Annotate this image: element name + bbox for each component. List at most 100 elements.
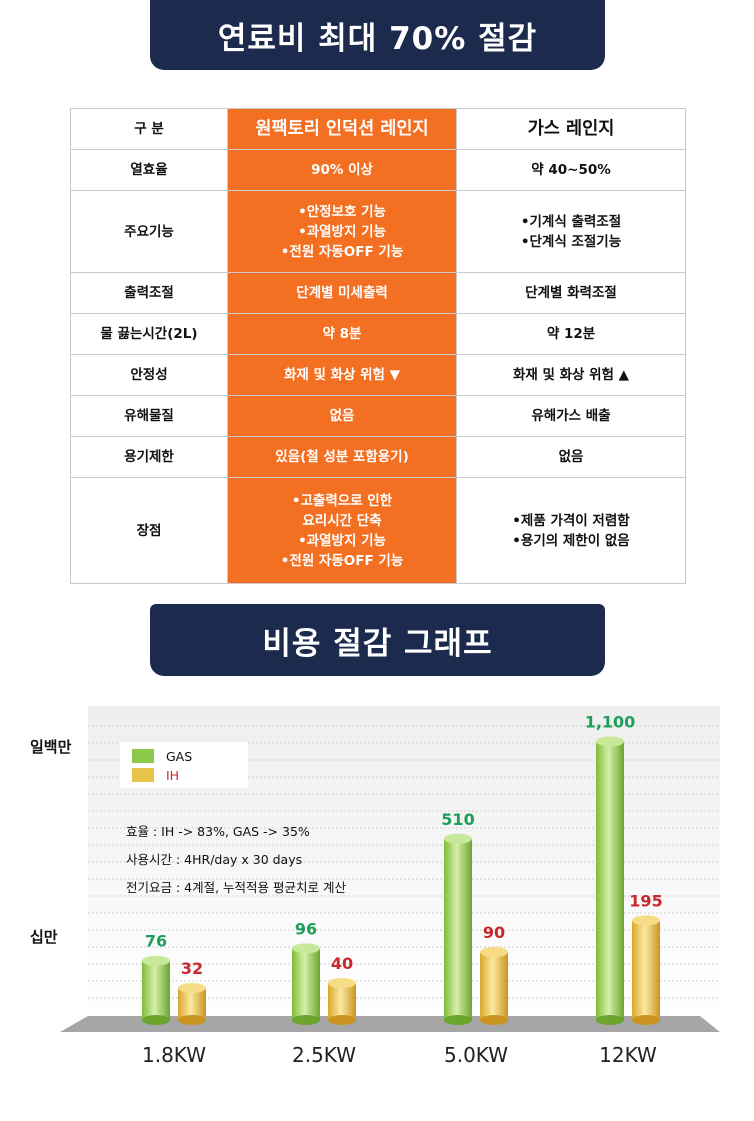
bar-base [480,1015,508,1025]
induction-cell: 화재 및 화상 위험 ▼ [227,354,457,396]
bar-body [444,838,472,1020]
cell-text: 단계별 화력조절 [525,285,617,301]
table-row: 출력조절 단계별 미세출력 단계별 화력조절 [70,272,686,314]
cell-text: 약 40~50% [531,162,611,178]
data-label: 32 [181,959,203,978]
header-category: 구 분 [70,108,228,150]
cell-text: 단계별 미세출력 [296,285,388,301]
cell-text: •고출력으로 인한 [291,492,393,509]
bar-base [596,1015,624,1025]
data-label: 90 [483,923,505,942]
induction-cell: 있음(철 성분 포함용기) [227,436,457,478]
cell-text: •과열방지 기능 [298,223,386,240]
bar-base [328,1015,356,1025]
table-header-row: 구 분 원팩토리 인덕션 레인지 가스 레인지 [70,108,686,150]
x-tick-label: 12KW [599,1043,657,1067]
graph-title: 비용 절감 그래프 [262,625,493,662]
row-label: 안정성 [70,354,228,396]
bar-body [142,960,170,1020]
comparison-table: 구 분 원팩토리 인덕션 레인지 가스 레인지 열효율 90% 이상 약 40~50% 주요… [70,108,686,584]
bar-base [142,1015,170,1025]
x-tick-label: 2.5KW [292,1043,356,1067]
bar-gas-12kw: 1,100 [585,712,635,1025]
row-label: 유해물질 [70,395,228,437]
row-label: 물 끓는시간(2L) [70,313,228,355]
bar-ih-12kw: 195 [629,891,663,1025]
bar-base [444,1015,472,1025]
table-row: 장점 •고출력으로 인한 요리시간 단축 •과열방지 기능 •전원 자동OFF 기능 •제… [70,477,686,584]
cell-text: •단계식 조절기능 [520,233,622,250]
cell-text: 없음 [329,408,355,424]
cell-text: •전원 자동OFF 기능 [280,552,404,569]
cell-text: 유해가스 배출 [531,408,611,424]
bar-cap [292,943,320,954]
chart-floor [60,1016,720,1032]
header-induction: 원팩토리 인덕션 레인지 [227,108,457,150]
induction-cell: •안정보호 기능 •과열방지 기능 •전원 자동OFF 기능 [227,190,457,273]
table-row: 안정성 화재 및 화상 위험 ▼ 화재 및 화상 위험 ▲ [70,354,686,396]
bar-body [292,948,320,1020]
cell-text: 90% 이상 [311,162,373,178]
gas-cell: 없음 [456,436,686,478]
cell-text: 약 12분 [546,326,596,342]
data-label: 510 [441,810,474,829]
bar-body [632,920,660,1020]
bar-cap [142,955,170,966]
bar-gas-1-8kw: 76 [142,932,170,1025]
bar-cap [178,983,206,993]
bar-ih-1-8kw: 32 [178,959,206,1025]
row-label: 열효율 [70,149,228,191]
y-tick-label: 일백만 [30,738,72,756]
induction-cell: 없음 [227,395,457,437]
cell-text: •용기의 제한이 없음 [512,532,630,549]
x-tick-label: 5.0KW [444,1043,508,1067]
legend-label-ih: IH [166,768,179,783]
row-label: 용기제한 [70,436,228,478]
table-row: 주요기능 •안정보호 기능 •과열방지 기능 •전원 자동OFF 기능 •기계식 출력조… [70,190,686,273]
gas-cell: 약 40~50% [456,149,686,191]
row-label: 장점 [70,477,228,584]
bar-cap [596,736,624,747]
header-gas: 가스 레인지 [456,108,686,150]
gas-cell: •제품 가격이 저렴함 •용기의 제한이 없음 [456,477,686,584]
gas-cell: 단계별 화력조절 [456,272,686,314]
cell-text: 없음 [558,449,584,465]
x-tick-label: 1.8KW [142,1043,206,1067]
bar-cap [444,833,472,844]
bar-gas-2-5kw: 96 [292,919,320,1025]
page-title: 연료비 최대 70% 절감 [217,20,538,57]
cell-text: 있음(철 성분 포함용기) [275,449,409,465]
chart-note: 사용시간 : 4HR/day x 30 days [126,852,302,867]
induction-cell: •고출력으로 인한 요리시간 단축 •과열방지 기능 •전원 자동OFF 기능 [227,477,457,584]
induction-cell: 단계별 미세출력 [227,272,457,314]
cell-text: 화재 및 화상 위험 ▼ [283,367,401,383]
bar-body [480,952,508,1020]
table-row: 열효율 90% 이상 약 40~50% [70,149,686,191]
cell-text: •기계식 출력조절 [520,213,622,230]
gas-cell: •기계식 출력조절 •단계식 조절기능 [456,190,686,273]
bar-ih-2-5kw: 40 [328,954,356,1025]
gas-cell: 약 12분 [456,313,686,355]
induction-cell: 약 8분 [227,313,457,355]
cell-text: 요리시간 단축 [302,512,382,529]
data-label: 195 [629,891,662,910]
cell-text: •제품 가격이 저렴함 [512,512,630,529]
data-label: 76 [145,932,167,951]
table-row: 유해물질 없음 유해가스 배출 [70,395,686,437]
gas-cell: 화재 및 화상 위험 ▲ [456,354,686,396]
bar-cap [480,947,508,958]
legend-swatch-gas [132,749,154,763]
bar-gas-5-0kw: 510 [441,810,475,1025]
bar-body [328,983,356,1020]
cell-text: •안정보호 기능 [298,203,386,220]
data-label: 96 [295,919,317,938]
bar-cap [632,915,660,926]
chart-note: 효율 : IH -> 83%, GAS -> 35% [126,824,310,839]
bar-body [178,988,206,1020]
induction-cell: 90% 이상 [227,149,457,191]
y-tick-label: 십만 [30,928,58,946]
bar-base [632,1015,660,1025]
bar-ih-5-0kw: 90 [480,923,508,1025]
table-row: 용기제한 있음(철 성분 포함용기) 없음 [70,436,686,478]
